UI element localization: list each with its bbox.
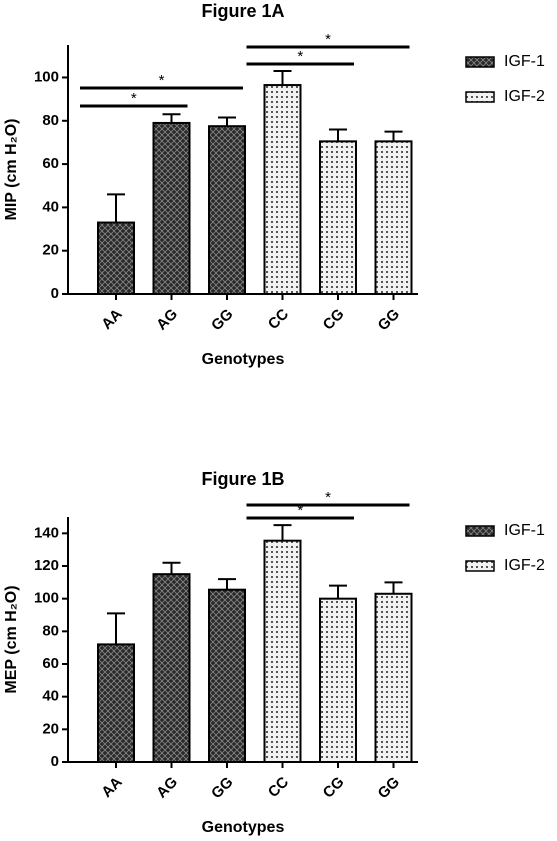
bar xyxy=(319,140,357,295)
y-tick-label: 0 xyxy=(51,753,59,770)
x-tick-label: AG xyxy=(153,774,181,802)
significance-label: * xyxy=(159,72,165,89)
x-tick-label: CG xyxy=(320,306,348,334)
chart-title: Figure 1B xyxy=(201,469,284,489)
y-tick-label: 40 xyxy=(42,688,59,705)
bar xyxy=(152,121,191,295)
bar xyxy=(208,588,246,764)
significance-label: * xyxy=(297,502,303,519)
bar xyxy=(263,539,302,764)
y-tick-label: 20 xyxy=(42,242,59,259)
significance-label: * xyxy=(325,31,331,48)
y-tick-label: 100 xyxy=(34,68,59,85)
y-tick-label: 120 xyxy=(34,557,59,574)
y-tick-label: 60 xyxy=(42,655,59,672)
legend-label: IGF-2 xyxy=(504,557,545,574)
legend-swatch xyxy=(465,525,495,537)
y-tick-label: 40 xyxy=(42,198,59,215)
x-tick-label: GG xyxy=(208,306,237,335)
bar xyxy=(152,573,191,764)
bar xyxy=(263,84,302,295)
legend-swatch xyxy=(465,560,495,572)
bar xyxy=(374,140,413,295)
y-tick-label: 60 xyxy=(42,155,59,172)
legend-label: IGF-2 xyxy=(504,88,545,105)
y-axis-label: MEP (cm H₂O) xyxy=(3,585,20,693)
y-axis-label: MIP (cm H₂O) xyxy=(3,119,20,221)
significance-label: * xyxy=(297,48,303,65)
x-tick-label: AA xyxy=(98,774,125,801)
significance-label: * xyxy=(325,489,331,506)
x-axis-label: Genotypes xyxy=(202,351,285,368)
y-tick-label: 80 xyxy=(42,622,59,639)
x-tick-label: CC xyxy=(265,306,292,333)
y-tick-label: 80 xyxy=(42,112,59,129)
x-tick-label: CG xyxy=(320,774,348,802)
y-tick-label: 100 xyxy=(34,590,59,607)
y-tick-label: 20 xyxy=(42,720,59,737)
y-tick-label: 0 xyxy=(51,285,59,302)
x-tick-label: GG xyxy=(208,774,237,803)
x-tick-label: GG xyxy=(375,306,404,335)
legend-label: IGF-1 xyxy=(504,522,545,539)
bar xyxy=(208,125,246,296)
legend-label: IGF-1 xyxy=(504,53,545,70)
x-tick-label: AG xyxy=(153,306,181,334)
bar xyxy=(374,592,413,763)
bar xyxy=(97,221,135,295)
x-tick-label: AA xyxy=(98,306,125,333)
x-axis-label: Genotypes xyxy=(202,819,285,836)
y-tick-label: 140 xyxy=(34,524,59,541)
bar xyxy=(97,643,135,764)
significance-label: * xyxy=(131,90,137,107)
bar xyxy=(319,597,357,764)
legend-swatch xyxy=(465,91,495,103)
legend-swatch xyxy=(465,56,495,68)
x-tick-label: GG xyxy=(375,774,404,803)
x-tick-label: CC xyxy=(265,774,292,801)
chart-title: Figure 1A xyxy=(201,1,284,21)
